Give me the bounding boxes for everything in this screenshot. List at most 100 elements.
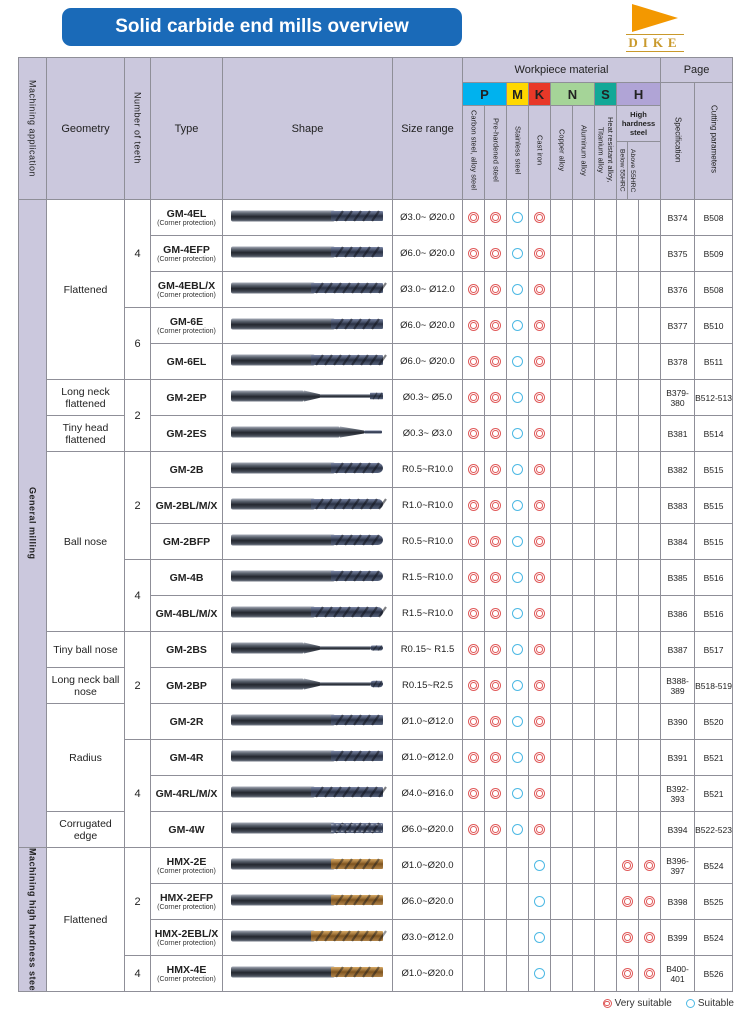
empty-suitability-cell [550,883,573,920]
type-cell: GM-4EFP (Corner protection) [150,235,223,272]
empty-suitability-cell [637,487,662,524]
specification-page-cell: B398 [660,883,696,920]
empty-suitability-cell [550,739,573,776]
cutting-parameters-page-cell: B526 [694,955,734,992]
very-suitable-mark [468,499,479,511]
empty-suitability-cell [637,271,662,308]
very-suitable-cell [528,739,551,776]
suitable-mark [512,823,523,835]
type-cell: GM-4B [150,559,223,596]
col-header-below-55hrc: Below 55HRC [618,142,627,199]
cutting-parameters-page-cell: B518-519 [694,667,734,704]
very-suitable-mark [622,895,633,907]
suitable-mark [512,571,523,583]
empty-suitability-cell [616,487,639,524]
specification-page-cell: B376 [660,271,696,308]
type-name: GM-2BL/M/X [155,499,218,512]
material-group-p: P [462,82,507,106]
empty-suitability-cell [572,595,595,632]
empty-suitability-cell [594,847,617,884]
empty-suitability-cell [616,739,639,776]
suitable-cell [506,451,529,488]
suitable-cell [528,955,551,992]
material-group-n: N [550,82,595,106]
type-cell: GM-2BL/M/X [150,487,223,524]
suitable-mark [512,283,523,295]
very-suitable-cell [528,235,551,272]
very-suitable-cell [528,595,551,632]
empty-suitability-cell [594,883,617,920]
cutting-parameters-page-cell: B514 [694,415,734,452]
empty-suitability-cell [550,343,573,380]
empty-suitability-cell [616,775,639,812]
type-name: GM-4R [169,751,204,764]
cutting-parameters-page-cell: B511 [694,343,734,380]
cutting-parameters-page-cell: B517 [694,631,734,668]
type-name: HMX-2E [166,855,207,868]
very-suitable-mark [602,999,612,1008]
empty-suitability-cell [616,631,639,668]
type-name: GM-2BS [166,643,207,656]
very-suitable-mark [534,679,545,691]
size-range-cell: Ø4.0~Ø16.0 [392,775,463,812]
table-row: HMX-2EBL/X (Corner protection) Ø3.0~Ø12.0 B… [19,919,734,956]
empty-suitability-cell [506,847,529,884]
size-range-cell: Ø3.0~ Ø12.0 [392,271,463,308]
table-row: Tiny ball nose 2 GM-2BS R0.15~ R1.5 B387 B517 [19,631,734,740]
empty-suitability-cell [637,559,662,596]
empty-suitability-cell [637,235,662,272]
empty-suitability-cell [506,955,529,992]
end-mill-shape-longneck [230,390,383,402]
size-range-cell: Ø3.0~Ø12.0 [392,919,463,956]
very-suitable-mark [534,571,545,583]
suitable-cell [506,415,529,452]
type-note: (Corner protection) [157,327,216,335]
empty-suitability-cell [637,451,662,488]
shape-cell [222,451,393,488]
empty-suitability-cell [462,847,485,884]
suitable-cell [506,703,529,740]
geometry-group-label: Long neck flattened [46,379,125,416]
empty-suitability-cell [594,523,617,560]
table-row: GM-2BL/M/X R1.0~R10.0 B383 B515 [19,487,734,524]
teeth-count: 6 [124,307,151,380]
very-suitable-mark [490,463,501,475]
type-note: (Corner protection) [157,939,216,947]
very-suitable-cell [462,487,485,524]
legend: Very suitable Suitable [602,998,734,1009]
very-suitable-cell [462,811,485,848]
empty-suitability-cell [637,631,662,668]
empty-suitability-cell [572,847,595,884]
material-group-m: M [506,82,529,106]
cutting-parameters-page-cell: B515 [694,487,734,524]
size-range-cell: R1.5~R10.0 [392,595,463,632]
size-range-cell: Ø3.0~ Ø20.0 [392,199,463,236]
suitable-cell [506,487,529,524]
very-suitable-cell [462,775,485,812]
very-suitable-cell [528,307,551,344]
suitable-mark [512,607,523,619]
empty-suitability-cell [594,307,617,344]
table-row: GM-4RL/M/X Ø4.0~Ø16.0 B392-393 B521 [19,775,734,812]
suitable-mark [512,355,523,367]
very-suitable-cell [484,703,507,740]
very-suitable-mark [468,679,479,691]
very-suitable-mark [468,391,479,403]
type-cell: GM-2ES [150,415,223,452]
empty-suitability-cell [572,451,595,488]
empty-suitability-cell [637,667,662,704]
empty-suitability-cell [594,235,617,272]
table-row: Tiny head flattened GM-2ES Ø0.3~ Ø3.0 B381 B… [19,415,734,452]
very-suitable-mark [490,211,501,223]
empty-suitability-cell [572,955,595,992]
table-row: Ball nose 2 GM-2B R0.5~R10.0 B382 B515 [19,451,734,632]
application-group-label: General milling [18,199,47,848]
very-suitable-mark [468,427,479,439]
table-row: 4 GM-4B R1.5~R10.0 B385 B516 [19,559,734,632]
suitable-mark [512,391,523,403]
type-cell: GM-2B [150,451,223,488]
geometry-group-label: Long neck ball nose [46,667,125,704]
very-suitable-cell [484,487,507,524]
table-row: 4 HMX-4E (Corner protection) Ø1.0~Ø20.0 B400… [19,955,734,992]
empty-suitability-cell [594,919,617,956]
